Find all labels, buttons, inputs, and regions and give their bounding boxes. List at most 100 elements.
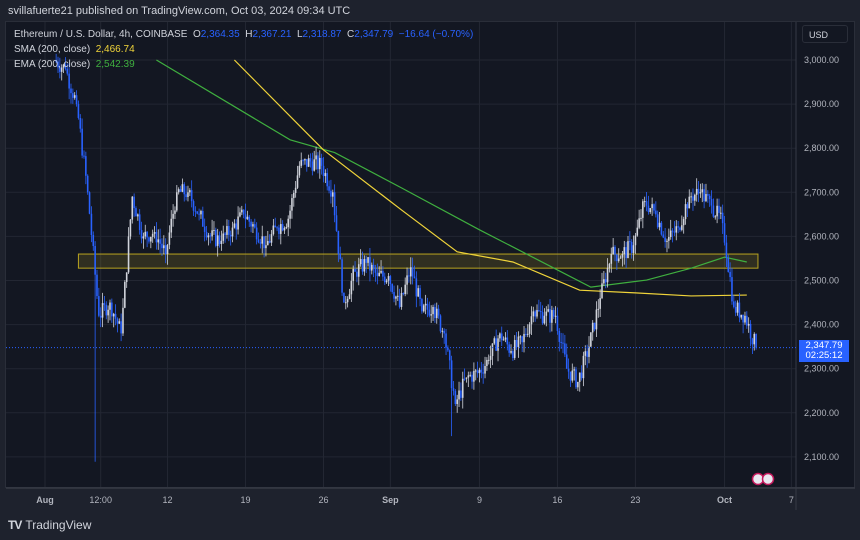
close-value: 2,347.79 bbox=[354, 29, 394, 40]
candle-body bbox=[562, 342, 564, 344]
candle-body bbox=[651, 204, 653, 209]
candle-body bbox=[408, 275, 410, 277]
candle-body bbox=[202, 210, 204, 227]
candle-body bbox=[413, 276, 416, 279]
candle-body bbox=[326, 173, 329, 187]
candle-body bbox=[359, 259, 362, 265]
candle-body bbox=[75, 95, 78, 105]
candle-body bbox=[616, 254, 618, 261]
high-value: 2,367.21 bbox=[252, 29, 292, 40]
candle-body bbox=[344, 302, 347, 304]
x-tick-label: Sep bbox=[382, 495, 399, 505]
sma-label: SMA (200, close) bbox=[14, 44, 91, 55]
candle-body bbox=[473, 370, 475, 382]
candle-body bbox=[526, 333, 529, 335]
candle-body bbox=[88, 192, 91, 214]
candle-body bbox=[304, 159, 306, 161]
candle-body bbox=[330, 190, 332, 197]
candle-body bbox=[259, 242, 262, 244]
candle-body bbox=[252, 224, 254, 227]
candle-body bbox=[716, 205, 718, 217]
candle-body bbox=[372, 264, 375, 269]
x-tick-label: Oct bbox=[717, 495, 732, 505]
candle-body bbox=[419, 288, 421, 299]
candle-body bbox=[287, 218, 290, 228]
candle-body bbox=[328, 186, 330, 191]
candle-body bbox=[200, 210, 202, 215]
candle-body bbox=[573, 369, 575, 371]
candle-body bbox=[194, 210, 197, 212]
sma-200-line bbox=[233, 59, 747, 297]
x-tick-label: 19 bbox=[241, 495, 251, 505]
candle-body bbox=[185, 194, 187, 198]
candle-body bbox=[608, 263, 611, 268]
candle-body bbox=[348, 294, 351, 299]
candle-body bbox=[629, 241, 631, 243]
candle-body bbox=[441, 330, 444, 332]
x-tick-label: 9 bbox=[477, 495, 482, 505]
candle-body bbox=[521, 336, 523, 343]
candle-body bbox=[404, 284, 406, 295]
candle-body bbox=[103, 303, 106, 305]
candle-body bbox=[228, 226, 230, 235]
candle-body bbox=[595, 309, 598, 330]
candle-body bbox=[746, 315, 748, 326]
candle-body bbox=[649, 208, 652, 212]
candle-body bbox=[456, 399, 458, 404]
candle-body bbox=[198, 213, 200, 215]
candle-body bbox=[549, 309, 551, 323]
tradingview-logo[interactable]: TV TradingView bbox=[8, 518, 91, 532]
candle-body bbox=[125, 272, 128, 283]
candle-body bbox=[278, 227, 280, 234]
candle-body bbox=[96, 274, 98, 297]
candle-body bbox=[350, 280, 353, 295]
candle-body bbox=[383, 276, 386, 283]
last-price: 2,347.79 bbox=[805, 340, 843, 351]
candle-body bbox=[296, 175, 299, 188]
candle-body bbox=[68, 73, 70, 89]
candle-body bbox=[220, 240, 223, 245]
candle-body bbox=[664, 237, 666, 242]
candle-body bbox=[721, 212, 724, 224]
candle-body bbox=[79, 117, 82, 129]
candle-body bbox=[391, 284, 393, 293]
candle-body bbox=[150, 236, 152, 242]
candle-body bbox=[317, 155, 319, 170]
candle-body bbox=[57, 61, 59, 68]
candle-body bbox=[606, 267, 609, 283]
y-tick-label: 2,900.00 bbox=[804, 99, 839, 109]
candle-body bbox=[467, 375, 470, 378]
tv-logo-icon: TV bbox=[8, 518, 22, 532]
candle-body bbox=[196, 211, 199, 214]
candle-body bbox=[155, 231, 158, 243]
candle-body bbox=[720, 212, 722, 214]
candle-body bbox=[361, 259, 364, 272]
candle-body bbox=[556, 315, 559, 331]
candle-body bbox=[205, 231, 208, 238]
candle-body bbox=[257, 239, 260, 243]
currency-button[interactable]: USD bbox=[802, 25, 848, 43]
sma-row[interactable]: SMA (200, close) 2,466.74 bbox=[14, 42, 473, 57]
candle-body bbox=[515, 339, 518, 348]
ema-row[interactable]: EMA (200, close) 2,542.39 bbox=[14, 57, 473, 72]
candle-body bbox=[270, 234, 273, 243]
candle-body bbox=[363, 259, 366, 272]
candle-body bbox=[424, 303, 427, 306]
candle-body bbox=[85, 156, 87, 176]
candle-body bbox=[643, 201, 646, 203]
candle-body bbox=[601, 283, 603, 299]
candle-body bbox=[448, 350, 451, 361]
candle-body bbox=[283, 227, 286, 231]
candle-body bbox=[352, 268, 355, 281]
high-label: H bbox=[245, 29, 253, 40]
candle-body bbox=[445, 333, 447, 348]
low-value: 2,318.87 bbox=[302, 29, 342, 40]
candle-body bbox=[369, 257, 371, 271]
candle-body bbox=[183, 184, 186, 195]
candle-body bbox=[207, 235, 210, 238]
y-tick-label: 2,700.00 bbox=[804, 187, 839, 197]
candle-body bbox=[255, 227, 258, 240]
candle-body bbox=[192, 201, 195, 211]
candle-body bbox=[701, 189, 704, 193]
